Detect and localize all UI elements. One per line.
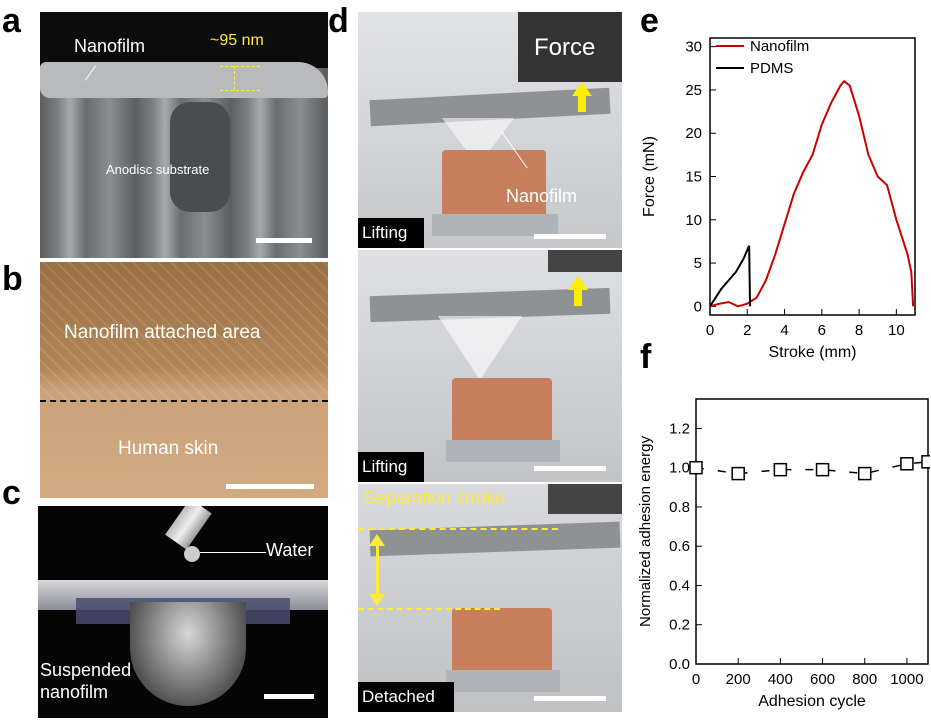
human-skin-label: Human skin	[118, 438, 219, 459]
nanofilm-label: Nanofilm	[74, 36, 146, 56]
scale-bar	[534, 466, 606, 471]
x-tick-label: 0	[692, 671, 700, 688]
y-tick-label: 0.8	[669, 499, 690, 516]
adhesion-cycle-chart: 0 200 400 600 800 1000 0.0 0.2 0.4 0.6 0.8 1.0 1.2 Ad…	[637, 398, 930, 710]
water-label: Water	[266, 540, 314, 560]
y-tick-label: 1.2	[669, 420, 690, 437]
force-label: Force	[534, 34, 596, 61]
state-label-detached: Detached	[358, 682, 454, 712]
panel-label-a: a	[2, 2, 21, 40]
scale-bar	[256, 238, 312, 243]
x-tick-label: 10	[888, 322, 905, 339]
nanofilm-label-d: Nanofilm	[506, 186, 578, 206]
y-tick-label: 0.2	[669, 617, 690, 634]
panel-label-e: e	[640, 2, 659, 40]
y-axis-label: Normalized adhesion energy	[637, 436, 654, 627]
data-point	[773, 462, 788, 477]
scale-bar	[264, 694, 314, 699]
series-line-pdms	[709, 245, 752, 307]
x-tick-label: 400	[768, 671, 793, 688]
y-tick-label: 15	[685, 169, 702, 186]
y-tick-label: 20	[685, 125, 702, 142]
data-point	[689, 460, 703, 475]
x-tick-label: 1000	[890, 671, 923, 688]
panel-label-d: d	[328, 2, 349, 40]
x-tick-label: 0	[706, 322, 714, 339]
peel-test-frame-2: Lifting	[358, 250, 622, 482]
series-dash-line	[695, 461, 929, 475]
skin-image-panel: Nanofilm attached area Human skin	[40, 262, 328, 498]
x-axis-label: Stroke (mm)	[769, 344, 857, 361]
y-tick-label: 0	[694, 298, 702, 315]
legend-entry: PDMS	[750, 60, 793, 77]
state-label-lifting-1: Lifting	[358, 218, 424, 248]
x-tick-label: 4	[780, 322, 788, 339]
x-axis-label: Adhesion cycle	[758, 693, 866, 710]
peel-test-frame-3: Separation stroke Detached	[358, 484, 622, 712]
y-tick-label: 0.4	[669, 577, 690, 594]
scale-bar	[534, 696, 606, 701]
y-tick-label: 5	[694, 255, 702, 272]
series-line-nanofilm	[709, 79, 915, 308]
x-tick-label: 6	[818, 322, 826, 339]
y-tick-label: 0.6	[669, 538, 690, 555]
data-point	[900, 457, 914, 471]
plot-frame	[695, 398, 929, 665]
data-point	[921, 455, 930, 469]
y-tick-label: 10	[685, 212, 702, 229]
data-point	[815, 462, 830, 477]
panel-label-c: c	[2, 474, 21, 512]
y-tick-label: 1.0	[669, 460, 690, 477]
separation-stroke-label: Separation stroke	[364, 488, 506, 508]
x-tick-label: 800	[852, 671, 877, 688]
y-tick-label: 0.0	[669, 656, 690, 673]
attached-area-label: Nanofilm attached area	[64, 322, 261, 343]
scale-bar	[534, 234, 606, 239]
panel-label-b: b	[2, 260, 23, 298]
y-tick-label: 30	[685, 39, 702, 56]
thickness-label: ~95 nm	[210, 32, 264, 49]
y-tick-label: 25	[685, 82, 702, 99]
x-tick-label: 2	[743, 322, 751, 339]
panel-label-f: f	[640, 338, 652, 376]
suspended-film-panel: Water Suspended nanofilm	[38, 506, 328, 718]
suspended-label-1: Suspended	[40, 660, 132, 680]
x-tick-label: 600	[810, 671, 835, 688]
sem-image-panel: Nanofilm ~95 nm Anodisc substrate	[40, 12, 328, 258]
state-label-lifting-2: Lifting	[358, 452, 424, 482]
plot-frame	[709, 37, 916, 316]
peel-test-frame-1: Force Nanofilm Lifting	[358, 12, 622, 248]
x-tick-label: 200	[726, 671, 751, 688]
suspended-label-2: nanofilm	[40, 682, 109, 702]
data-point	[857, 466, 872, 481]
x-tick-label: 8	[855, 322, 863, 339]
scale-bar	[226, 484, 314, 489]
force-stroke-chart: 0 2 4 6 8 10 0 5 10 15 20 25 30 Stroke (mm) Force (mN)…	[641, 37, 916, 361]
y-axis-label: Force (mN)	[641, 136, 658, 217]
substrate-label: Anodisc substrate	[106, 162, 210, 177]
legend-entry: Nanofilm	[750, 38, 809, 55]
data-point	[731, 466, 745, 481]
